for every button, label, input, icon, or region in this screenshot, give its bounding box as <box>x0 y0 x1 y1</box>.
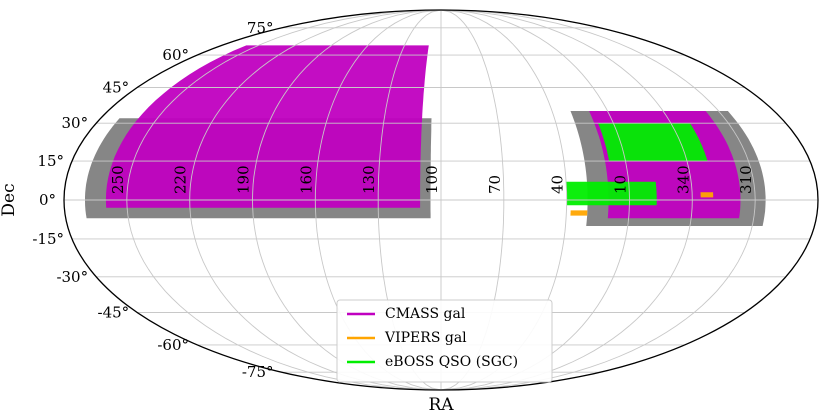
ra-tick-label: 310 <box>737 165 755 194</box>
legend: CMASS gal VIPERS gal eBOSS QSO (SGC) <box>336 299 553 383</box>
ra-tick-label: 130 <box>360 165 378 194</box>
dec-tick-label: -75° <box>242 363 274 381</box>
dec-tick-label: 75° <box>247 19 274 37</box>
meridian-line <box>440 10 630 390</box>
dec-tick-label: 60° <box>162 46 189 64</box>
vipers-w1-region <box>570 210 588 216</box>
vipers-w4-region <box>700 192 714 198</box>
x-axis-label: RA <box>428 395 454 415</box>
dec-tick-label: 45° <box>103 79 130 97</box>
survey-regions <box>85 45 766 226</box>
ra-tick-label: 40 <box>549 175 567 194</box>
ra-tick-label: 100 <box>423 165 441 194</box>
dec-tick-label: -30° <box>56 268 88 286</box>
dec-tick-label: -15° <box>32 230 64 248</box>
ra-tick-labels: 250 220 190 160 130 100 70 40 10 340 310 <box>109 165 755 194</box>
meridian-line <box>440 10 693 390</box>
meridian-line <box>252 10 442 390</box>
legend-entry: VIPERS gal <box>384 330 467 346</box>
legend-box <box>336 299 553 383</box>
dec-tick-labels: 75° 60° 45° 30° 15° 0° -15° -30° -45° -60° -75° <box>32 19 273 381</box>
ra-tick-label: 70 <box>486 175 504 194</box>
ra-tick-label: 250 <box>109 165 127 194</box>
ra-tick-label: 340 <box>674 165 692 194</box>
y-axis-label: Dec <box>0 183 19 216</box>
ra-tick-label: 220 <box>172 165 190 194</box>
dec-tick-label: 0° <box>39 191 56 209</box>
dec-tick-label: 30° <box>62 114 89 132</box>
dec-tick-label: -45° <box>98 304 130 322</box>
dec-tick-label: 15° <box>37 152 64 170</box>
eboss-sgc-north-region <box>598 123 708 162</box>
eboss-sgc-south-region <box>566 181 657 206</box>
dec-tick-label: -60° <box>157 336 189 354</box>
meridian-line <box>126 10 442 390</box>
legend-entry: CMASS gal <box>385 306 466 322</box>
legend-entry: eBOSS QSO (SGC) <box>385 354 518 370</box>
ra-tick-label: 10 <box>612 175 630 194</box>
projection-boundary <box>63 9 819 391</box>
ra-tick-label: 160 <box>297 165 315 194</box>
meridian-line <box>189 10 442 390</box>
meridian-line <box>440 10 756 390</box>
ra-tick-label: 190 <box>235 165 253 194</box>
